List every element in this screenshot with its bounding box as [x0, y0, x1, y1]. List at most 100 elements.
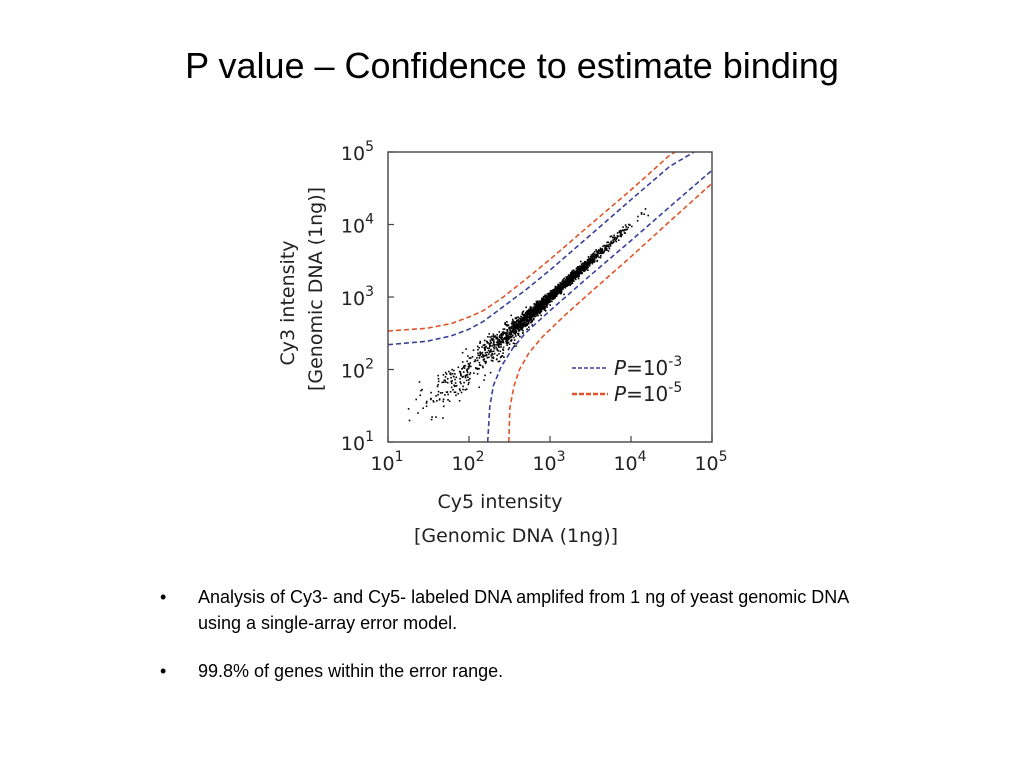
data-point	[552, 293, 555, 296]
data-point	[476, 368, 479, 370]
data-point	[535, 311, 537, 314]
y-tick-label: 103	[341, 284, 374, 310]
data-point	[620, 232, 622, 234]
data-point	[464, 376, 467, 379]
data-point	[551, 292, 553, 295]
data-point	[518, 321, 520, 324]
data-point	[546, 299, 549, 302]
x-axis-label: Cy5 intensity	[437, 491, 562, 513]
data-point	[576, 266, 579, 268]
data-point	[479, 364, 482, 367]
data-point	[529, 318, 531, 321]
data-point	[508, 337, 511, 340]
data-point	[546, 302, 549, 305]
data-point	[569, 275, 572, 278]
data-point	[568, 276, 571, 278]
data-point	[556, 292, 558, 295]
data-point	[431, 416, 433, 418]
data-point	[517, 328, 519, 330]
data-point	[497, 360, 500, 363]
data-point	[437, 378, 440, 380]
data-point	[510, 334, 512, 336]
data-point	[491, 352, 493, 355]
data-point	[432, 400, 435, 402]
data-point	[443, 379, 446, 382]
data-point	[510, 339, 513, 341]
data-point	[613, 234, 615, 237]
data-point	[619, 233, 622, 236]
data-point	[516, 324, 518, 327]
threshold-curve	[508, 182, 712, 442]
data-point	[515, 322, 518, 325]
data-point	[420, 389, 422, 392]
data-point	[566, 282, 569, 285]
data-point	[496, 341, 499, 343]
data-point	[491, 339, 494, 342]
data-point	[523, 317, 525, 320]
data-point	[459, 371, 462, 373]
data-point	[584, 262, 586, 264]
data-point	[501, 341, 503, 344]
data-point	[562, 278, 564, 281]
data-point	[437, 380, 440, 383]
data-point	[515, 329, 518, 332]
data-point	[609, 235, 612, 238]
data-point	[543, 309, 546, 311]
data-point	[480, 352, 483, 355]
data-point	[545, 296, 548, 298]
data-point	[430, 418, 433, 421]
data-point	[616, 232, 619, 234]
data-point	[467, 379, 470, 381]
data-point	[512, 334, 514, 337]
bullet-text: 99.8% of genes within the error range.	[198, 661, 504, 681]
data-point	[559, 288, 562, 290]
data-point	[526, 324, 528, 326]
data-point	[543, 305, 545, 308]
data-point	[640, 212, 643, 214]
data-point	[475, 367, 477, 369]
data-point	[506, 332, 509, 335]
data-point	[478, 364, 481, 366]
data-point	[542, 303, 545, 306]
data-point	[544, 307, 546, 309]
data-point	[515, 316, 518, 319]
data-point	[493, 346, 495, 349]
data-point	[511, 318, 514, 321]
data-point	[479, 342, 481, 344]
data-point	[543, 308, 545, 310]
data-point	[516, 320, 518, 322]
data-point	[498, 343, 501, 345]
data-point	[565, 281, 568, 284]
data-point	[487, 349, 490, 352]
data-point	[466, 371, 469, 374]
data-point	[497, 338, 500, 341]
data-point	[451, 368, 453, 371]
data-point	[525, 317, 527, 320]
data-point	[461, 361, 464, 363]
data-point	[548, 301, 550, 303]
data-point	[549, 290, 552, 292]
data-point	[567, 281, 569, 284]
data-point	[583, 265, 586, 268]
data-point	[631, 225, 633, 228]
data-point	[488, 356, 490, 359]
data-point	[516, 327, 518, 330]
data-point	[546, 301, 549, 303]
data-point	[509, 340, 512, 342]
data-point	[506, 335, 509, 338]
data-point	[528, 313, 530, 316]
data-point	[608, 247, 611, 250]
data-point	[513, 331, 516, 333]
data-point	[524, 325, 527, 328]
data-point	[459, 378, 461, 380]
data-point	[511, 325, 514, 327]
data-point	[540, 299, 543, 302]
data-point	[522, 319, 524, 322]
data-point	[521, 332, 524, 334]
data-point	[578, 268, 580, 271]
data-point	[518, 329, 521, 332]
data-point	[452, 389, 454, 391]
data-point	[492, 356, 495, 358]
data-point	[580, 265, 582, 268]
data-point	[562, 288, 564, 290]
